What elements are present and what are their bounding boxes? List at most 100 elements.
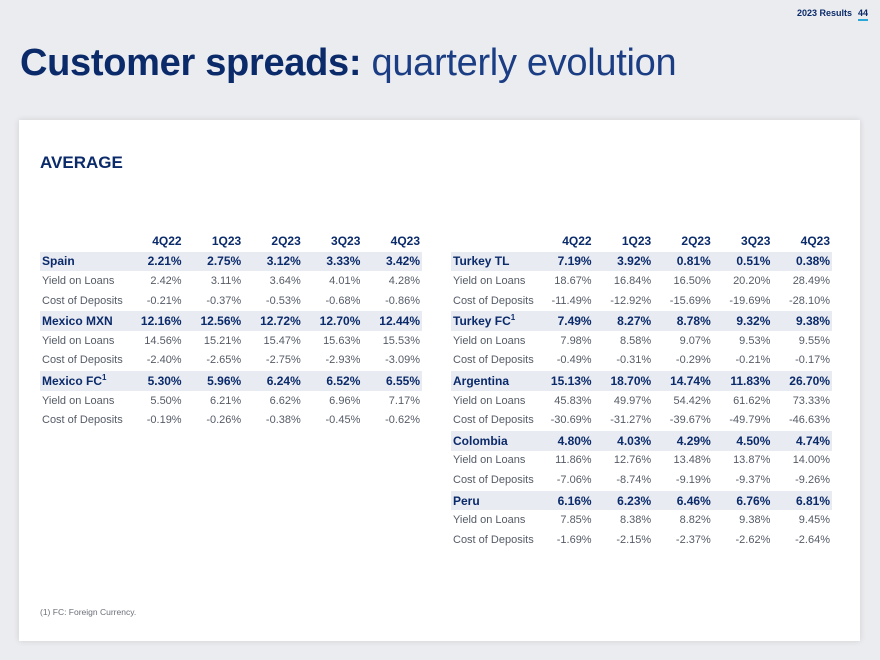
country-spread-value: 5.30% bbox=[124, 370, 184, 391]
metric-value: -11.49% bbox=[551, 294, 592, 307]
country-spread-value: 18.70% bbox=[593, 370, 654, 391]
column-header: 3Q23 bbox=[741, 233, 771, 248]
metric-value: -0.21% bbox=[146, 294, 182, 307]
right-spreads-table: 4Q22 1Q23 2Q23 3Q23 4Q23 Turkey TL 7.19% 3.92% 0… bbox=[451, 231, 832, 550]
country-spread-value: 14.74% bbox=[653, 370, 713, 391]
country-spread-value: 2.21% bbox=[124, 250, 184, 272]
metric-row: Yield on Loans 18.67% 16.84% 16.50% 20.20% 28… bbox=[451, 271, 832, 291]
metric-value: -30.69% bbox=[550, 414, 592, 427]
metric-value: 45.83% bbox=[554, 394, 592, 407]
metric-value: -0.38% bbox=[265, 414, 301, 427]
metric-value: -9.37% bbox=[735, 473, 771, 486]
column-header: 1Q23 bbox=[211, 233, 242, 248]
country-spread-value: 6.24% bbox=[243, 370, 303, 391]
country-spread-value: 2.75% bbox=[183, 250, 244, 272]
metric-value: 4.28% bbox=[388, 274, 420, 287]
country-spread-value: 6.52% bbox=[302, 370, 363, 391]
metric-value: -49.79% bbox=[729, 414, 771, 427]
metric-value: 14.00% bbox=[792, 454, 830, 467]
country-spread-value: 4.50% bbox=[712, 429, 773, 451]
metric-value: -0.37% bbox=[206, 294, 242, 307]
country-spread-value: 8.78% bbox=[653, 310, 713, 331]
metric-label: Cost of Deposits bbox=[453, 473, 534, 486]
header-spacer bbox=[40, 231, 124, 251]
metric-value: 7.85% bbox=[560, 514, 592, 527]
country-spread-value: 4.29% bbox=[653, 429, 713, 451]
country-spread-value: 6.76% bbox=[712, 489, 773, 511]
metric-value: 14.56% bbox=[144, 334, 182, 347]
country-label: Turkey FC bbox=[453, 314, 511, 329]
country-label: Spain bbox=[42, 254, 75, 269]
metric-value: 9.53% bbox=[739, 334, 771, 347]
metric-label: Cost of Deposits bbox=[453, 354, 534, 367]
metric-value: -2.75% bbox=[265, 354, 301, 367]
country-spread-value: 0.51% bbox=[712, 250, 773, 272]
country-spread-value: 6.16% bbox=[534, 489, 594, 511]
country-label: Mexico MXN bbox=[42, 314, 113, 329]
metric-value: -9.26% bbox=[795, 473, 830, 486]
country-row: Peru 6.16% 6.23% 6.46% 6.76% 6.81% bbox=[451, 489, 832, 511]
metric-label: Yield on Loans bbox=[453, 274, 526, 287]
metric-value: 12.76% bbox=[613, 454, 652, 467]
metric-value: -8.74% bbox=[616, 473, 652, 486]
metric-row: Yield on Loans 2.42% 3.11% 3.64% 4.01% 4.28% bbox=[40, 271, 422, 291]
country-row: Turkey FC1 7.49% 8.27% 8.78% 9.32% 9.38% bbox=[451, 310, 832, 331]
metric-value: 54.42% bbox=[673, 394, 711, 407]
metric-value: 15.47% bbox=[263, 334, 301, 347]
metric-label: Yield on Loans bbox=[453, 454, 526, 467]
metric-label: Yield on Loans bbox=[42, 274, 115, 287]
country-spread-value: 4.74% bbox=[772, 429, 832, 451]
metric-row: Cost of Deposits -0.21% -0.37% -0.53% -0.68%… bbox=[40, 291, 422, 311]
country-spread-value: 4.03% bbox=[593, 429, 654, 451]
metric-value: -0.86% bbox=[385, 294, 420, 307]
metric-value: 15.21% bbox=[203, 334, 242, 347]
metric-value: -15.69% bbox=[669, 294, 711, 307]
country-spread-value: 0.81% bbox=[653, 250, 713, 272]
metric-value: -1.69% bbox=[556, 533, 592, 546]
metric-value: 61.62% bbox=[733, 394, 771, 407]
metric-value: -2.93% bbox=[325, 354, 361, 367]
metric-label: Cost of Deposits bbox=[453, 294, 534, 307]
metric-value: 6.62% bbox=[269, 394, 301, 407]
metric-value: 4.01% bbox=[329, 274, 361, 287]
country-row: Colombia 4.80% 4.03% 4.29% 4.50% 4.74% bbox=[451, 429, 832, 451]
country-spread-value: 12.72% bbox=[243, 310, 303, 331]
content-card: AVERAGE 4Q22 1Q23 2Q23 3Q23 4Q23 Spain 2.21% 2.… bbox=[19, 120, 860, 641]
column-header: 3Q23 bbox=[331, 233, 361, 248]
metric-value: -12.92% bbox=[610, 294, 652, 307]
country-spread-value: 9.38% bbox=[772, 310, 832, 331]
country-row: Mexico MXN 12.16% 12.56% 12.72% 12.70% 12.44% bbox=[40, 310, 422, 331]
metric-value: 7.98% bbox=[560, 334, 592, 347]
metric-value: -31.27% bbox=[610, 414, 652, 427]
metric-value: 73.33% bbox=[792, 394, 830, 407]
metric-value: -19.69% bbox=[729, 294, 771, 307]
metric-row: Cost of Deposits -0.19% -0.26% -0.38% -0.45%… bbox=[40, 410, 422, 430]
footnote-marker: 1 bbox=[102, 372, 107, 382]
metric-value: 7.17% bbox=[388, 394, 420, 407]
page-title: Customer spreads: quarterly evolution bbox=[20, 42, 677, 85]
country-spread-value: 12.56% bbox=[183, 310, 244, 331]
page-title-light: quarterly evolution bbox=[371, 42, 677, 84]
header-spacer bbox=[451, 231, 534, 251]
metric-value: -46.63% bbox=[789, 414, 830, 427]
country-spread-value: 0.38% bbox=[772, 250, 832, 272]
metric-label: Yield on Loans bbox=[453, 514, 526, 527]
metric-value: 8.82% bbox=[679, 514, 711, 527]
metric-row: Yield on Loans 45.83% 49.97% 54.42% 61.62% 73… bbox=[451, 391, 832, 411]
footnote-marker: 1 bbox=[510, 313, 516, 323]
column-header: 2Q23 bbox=[271, 233, 301, 248]
metric-value: -28.10% bbox=[789, 294, 830, 307]
country-name: Mexico FC1 bbox=[40, 370, 124, 391]
country-spread-value: 12.16% bbox=[124, 310, 184, 331]
metric-value: -3.09% bbox=[385, 354, 420, 367]
country-spread-value: 15.13% bbox=[534, 370, 594, 391]
country-spread-value: 3.42% bbox=[362, 250, 422, 272]
country-label: Colombia bbox=[453, 433, 508, 448]
country-label: Argentina bbox=[453, 373, 510, 388]
metric-value: 13.87% bbox=[733, 454, 771, 467]
metric-value: 8.38% bbox=[619, 514, 652, 527]
country-row: Argentina 15.13% 18.70% 14.74% 11.83% 26.70% bbox=[451, 370, 832, 391]
country-spread-value: 3.92% bbox=[593, 250, 654, 272]
metric-row: Cost of Deposits -0.49% -0.31% -0.29% -0.21%… bbox=[451, 351, 832, 371]
footnote: (1) FC: Foreign Currency. bbox=[40, 607, 137, 617]
